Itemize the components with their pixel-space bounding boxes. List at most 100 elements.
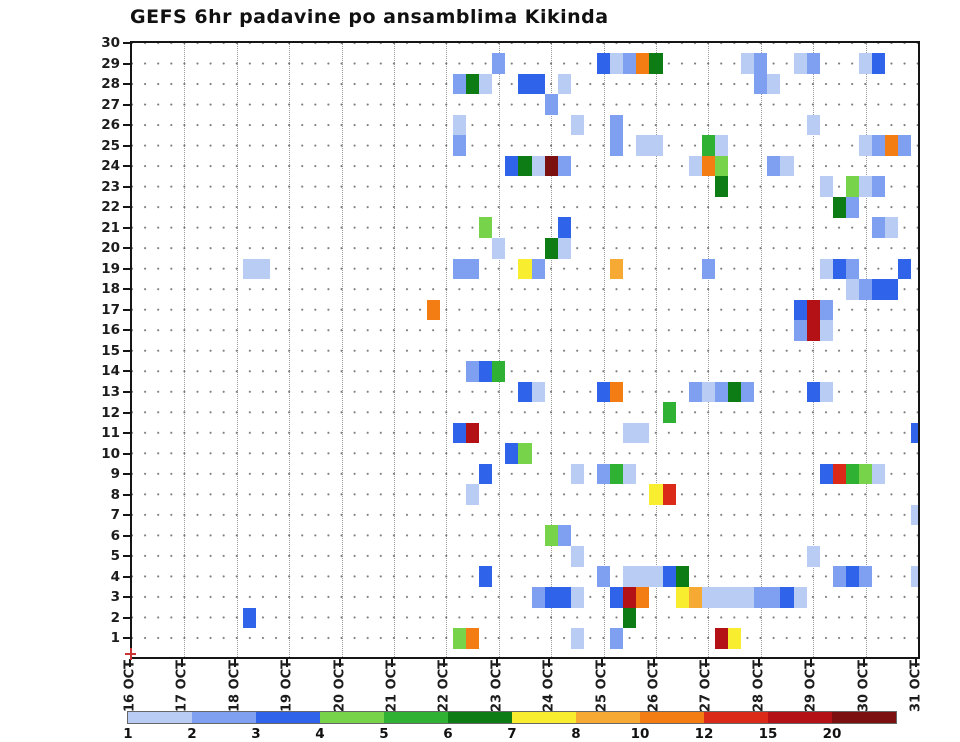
precip-cell bbox=[872, 463, 886, 485]
colorbar-segment bbox=[448, 712, 512, 723]
colorbar-segment bbox=[512, 712, 576, 723]
x-tick-mark bbox=[600, 659, 603, 667]
x-date-label: 26 OCT bbox=[646, 659, 662, 713]
precip-cell bbox=[911, 422, 918, 444]
y-tick-mark bbox=[123, 185, 131, 188]
day-gridline bbox=[656, 43, 657, 657]
precip-cell bbox=[557, 155, 571, 177]
colorbar-segment bbox=[640, 712, 704, 723]
colorbar-segment bbox=[832, 712, 896, 723]
colorbar-segment bbox=[256, 712, 320, 723]
day-gridline bbox=[341, 43, 343, 657]
precip-cell bbox=[767, 155, 781, 177]
precip-cell bbox=[728, 587, 742, 608]
colorbar-segment bbox=[128, 712, 192, 723]
precip-cell bbox=[452, 258, 467, 280]
precip-cell bbox=[544, 155, 558, 177]
precip-cell bbox=[557, 217, 571, 239]
precip-cell bbox=[610, 587, 624, 608]
precip-cell bbox=[479, 73, 493, 95]
precip-cell bbox=[662, 484, 676, 505]
precip-cell bbox=[911, 566, 918, 588]
colorbar-tick-label: 8 bbox=[571, 726, 581, 742]
y-tick-label: 3 bbox=[110, 589, 120, 606]
x-tick-mark bbox=[233, 659, 236, 667]
y-tick-label: 22 bbox=[101, 199, 120, 216]
precip-cell bbox=[544, 525, 558, 546]
precip-cell bbox=[610, 258, 624, 280]
precip-cell bbox=[479, 361, 493, 382]
precip-cell bbox=[531, 381, 545, 403]
day-gridline bbox=[289, 43, 291, 657]
day-gridline bbox=[184, 43, 186, 657]
precip-cell bbox=[649, 135, 663, 156]
x-tick-mark bbox=[705, 659, 708, 667]
y-tick-mark bbox=[123, 391, 131, 393]
precip-cell bbox=[662, 402, 676, 423]
precip-cell bbox=[636, 587, 650, 608]
precip-cell bbox=[819, 176, 833, 197]
precip-cell bbox=[845, 463, 860, 485]
precip-cell bbox=[636, 53, 650, 74]
precip-cell bbox=[872, 53, 886, 74]
y-tick-mark bbox=[123, 288, 131, 291]
x-tick-mark bbox=[810, 659, 813, 667]
x-tick-mark bbox=[391, 659, 393, 667]
precip-cell bbox=[452, 114, 467, 136]
precip-cell bbox=[452, 73, 467, 95]
y-tick-label: 24 bbox=[101, 158, 120, 175]
precip-cell bbox=[806, 381, 820, 403]
precip-cell bbox=[452, 422, 467, 444]
precip-cell bbox=[872, 217, 886, 239]
precip-cell bbox=[452, 628, 467, 649]
colorbar-tick-label: 1 bbox=[123, 726, 133, 742]
y-tick-label: 26 bbox=[101, 117, 120, 134]
y-tick-label: 28 bbox=[101, 76, 120, 93]
x-date-label: 17 OCT bbox=[174, 659, 190, 713]
precip-cell bbox=[243, 607, 257, 629]
colorbar-tick-label: 7 bbox=[507, 726, 517, 742]
precip-cell bbox=[636, 422, 650, 444]
precip-cell bbox=[531, 155, 545, 177]
y-tick-mark bbox=[123, 534, 131, 537]
plot-area bbox=[130, 41, 920, 659]
precip-cell bbox=[806, 545, 820, 567]
x-date-label: 18 OCT bbox=[227, 659, 243, 713]
precip-cell bbox=[714, 135, 729, 156]
y-tick-mark bbox=[123, 308, 131, 311]
precip-cell bbox=[675, 587, 689, 608]
x-tick-mark bbox=[757, 659, 760, 667]
y-tick-label: 5 bbox=[110, 548, 120, 565]
y-tick-label: 15 bbox=[101, 342, 120, 359]
precip-cell bbox=[557, 73, 571, 95]
precip-cell bbox=[793, 587, 807, 608]
precip-cell bbox=[518, 381, 532, 403]
day-gridline bbox=[865, 43, 867, 657]
y-tick-label: 27 bbox=[101, 96, 120, 113]
x-tick-mark bbox=[495, 659, 498, 667]
precip-cell bbox=[780, 587, 794, 608]
precip-cell bbox=[597, 53, 611, 74]
precip-cell bbox=[518, 443, 532, 464]
x-date-label: 22 OCT bbox=[436, 659, 452, 713]
y-tick-mark bbox=[123, 124, 131, 127]
y-tick-label: 9 bbox=[110, 466, 120, 483]
x-date-label: 16 OCT bbox=[122, 659, 138, 713]
precip-cell bbox=[623, 53, 637, 74]
y-tick-label: 14 bbox=[101, 363, 120, 380]
x-date-label: 20 OCT bbox=[332, 659, 348, 713]
precip-cell bbox=[754, 53, 768, 74]
precip-cell bbox=[649, 53, 663, 74]
day-gridline bbox=[498, 43, 500, 657]
precip-cell bbox=[806, 299, 820, 321]
precip-cell bbox=[570, 587, 584, 608]
y-tick-mark bbox=[123, 165, 131, 168]
precip-colorbar bbox=[127, 711, 897, 724]
precip-cell bbox=[832, 566, 846, 588]
precip-cell bbox=[898, 135, 912, 156]
precip-cell bbox=[872, 279, 886, 300]
precip-cell bbox=[531, 258, 545, 280]
precip-cell bbox=[557, 525, 571, 546]
y-tick-label: 6 bbox=[110, 527, 120, 544]
